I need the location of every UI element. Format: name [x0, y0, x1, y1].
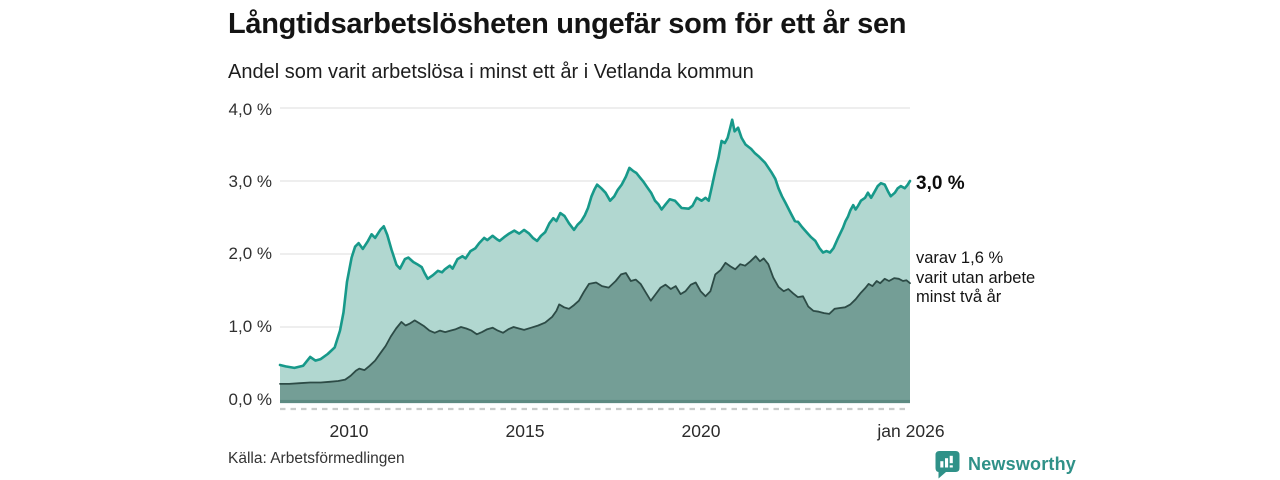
chart-subtitle: Andel som varit arbetslösa i minst ett å… [228, 61, 754, 83]
newsworthy-logo-icon [934, 450, 961, 479]
annotation-line: varit utan arbete [916, 268, 1036, 287]
annotation-line: varav 1,6 % [916, 249, 1004, 267]
page-title: Långtidsarbetslösheten ungefär som för e… [228, 8, 907, 40]
series-annotation: varav 1,6 % varit utan arbete minst två … [916, 249, 1035, 308]
x-axis-tick-label: 2010 [329, 421, 369, 441]
newsworthy-wordmark: Newsworthy [968, 453, 1077, 474]
series-end-value-label: 3,0 % [916, 173, 965, 194]
newsworthy-brand: Newsworthy [934, 449, 1076, 479]
x-axis-tick-label: jan 2026 [877, 421, 945, 441]
x-axis-tick-label: 2015 [505, 421, 545, 441]
y-axis-tick-label: 0,0 % [228, 390, 272, 409]
y-axis-tick-label: 2,0 % [228, 244, 272, 263]
y-axis-tick-label: 1,0 % [228, 317, 272, 336]
y-axis-tick-label: 4,0 % [228, 100, 272, 119]
y-axis-tick-label: 3,0 % [228, 172, 272, 191]
x-axis-tick-label: 2020 [681, 421, 721, 441]
annotation-line: minst två år [916, 288, 1002, 306]
source-credit: Källa: Arbetsförmedlingen [228, 450, 405, 467]
